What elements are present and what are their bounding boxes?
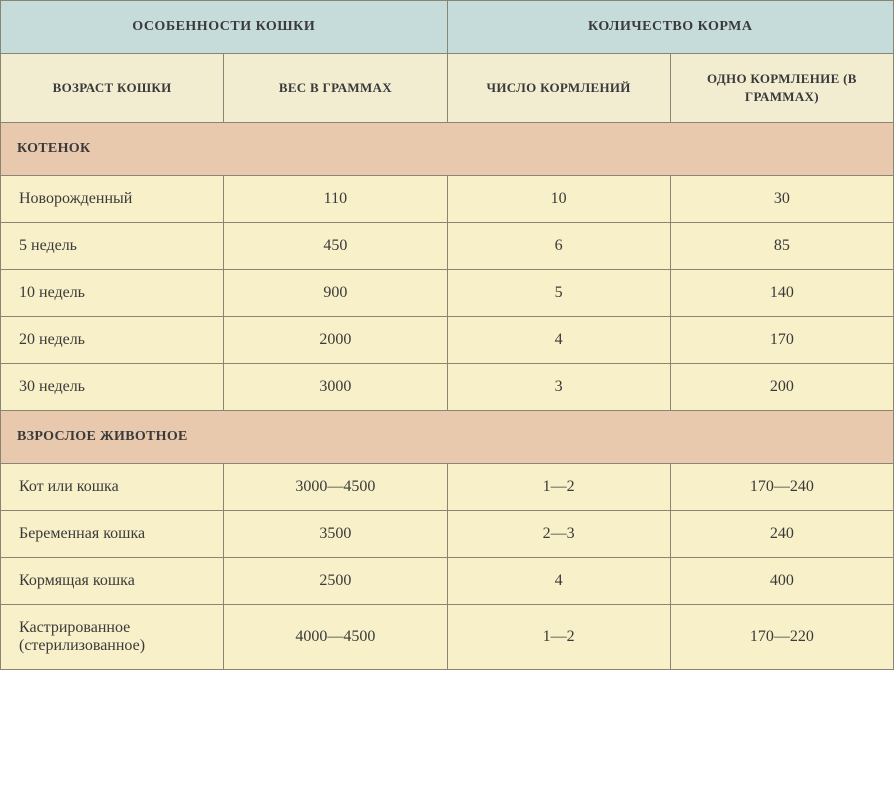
cell-age: Новорожденный — [1, 176, 224, 223]
section-header-row: КОТЕНОК — [1, 123, 894, 176]
cell-feedings: 1—2 — [447, 605, 670, 670]
cell-weight: 2000 — [224, 317, 447, 364]
cell-age: 30 недель — [1, 364, 224, 411]
cell-feedings: 3 — [447, 364, 670, 411]
header-cat-features: ОСОБЕННОСТИ КОШКИ — [1, 1, 448, 54]
cell-portion: 170—220 — [670, 605, 893, 670]
cell-weight: 900 — [224, 270, 447, 317]
cell-weight: 3000 — [224, 364, 447, 411]
header-weight: ВЕС В ГРАММАХ — [224, 54, 447, 123]
header-cat-age: ВОЗРАСТ КОШКИ — [1, 54, 224, 123]
cell-feedings: 5 — [447, 270, 670, 317]
cell-portion: 140 — [670, 270, 893, 317]
cell-age: Беременная кошка — [1, 511, 224, 558]
table-row: Беременная кошка 3500 2—3 240 — [1, 511, 894, 558]
table-row: Кастрированное (стерилизованное) 4000—45… — [1, 605, 894, 670]
cell-age: 20 недель — [1, 317, 224, 364]
header-food-amount: КОЛИЧЕСТВО КОРМА — [447, 1, 894, 54]
cell-weight: 3500 — [224, 511, 447, 558]
cell-weight: 450 — [224, 223, 447, 270]
cell-feedings: 6 — [447, 223, 670, 270]
section-header-row: ВЗРОСЛОЕ ЖИВОТНОЕ — [1, 411, 894, 464]
cell-portion: 240 — [670, 511, 893, 558]
table-row: Кот или кошка 3000—4500 1—2 170—240 — [1, 464, 894, 511]
cell-age: Кастрированное (стерилизованное) — [1, 605, 224, 670]
cell-feedings: 10 — [447, 176, 670, 223]
cell-age: 10 недель — [1, 270, 224, 317]
cell-weight: 110 — [224, 176, 447, 223]
table-row: 5 недель 450 6 85 — [1, 223, 894, 270]
cell-feedings: 4 — [447, 317, 670, 364]
cell-feedings: 2—3 — [447, 511, 670, 558]
table-row: 30 недель 3000 3 200 — [1, 364, 894, 411]
header-row-groups: ОСОБЕННОСТИ КОШКИ КОЛИЧЕСТВО КОРМА — [1, 1, 894, 54]
cell-age: 5 недель — [1, 223, 224, 270]
cell-portion: 400 — [670, 558, 893, 605]
cat-feeding-table: ОСОБЕННОСТИ КОШКИ КОЛИЧЕСТВО КОРМА ВОЗРА… — [0, 0, 894, 670]
header-row-columns: ВОЗРАСТ КОШКИ ВЕС В ГРАММАХ ЧИСЛО КОРМЛЕ… — [1, 54, 894, 123]
cell-weight: 2500 — [224, 558, 447, 605]
cell-portion: 170 — [670, 317, 893, 364]
cell-feedings: 1—2 — [447, 464, 670, 511]
section-title: КОТЕНОК — [1, 123, 894, 176]
cell-portion: 170—240 — [670, 464, 893, 511]
cell-age: Кормящая кошка — [1, 558, 224, 605]
table-row: Новорожденный 110 10 30 — [1, 176, 894, 223]
table-row: Кормящая кошка 2500 4 400 — [1, 558, 894, 605]
cell-age: Кот или кошка — [1, 464, 224, 511]
table-row: 10 недель 900 5 140 — [1, 270, 894, 317]
cell-portion: 85 — [670, 223, 893, 270]
header-portion: ОДНО КОРМЛЕНИЕ (В ГРАММАХ) — [670, 54, 893, 123]
cell-weight: 4000—4500 — [224, 605, 447, 670]
cell-portion: 30 — [670, 176, 893, 223]
cell-portion: 200 — [670, 364, 893, 411]
table-body: КОТЕНОК Новорожденный 110 10 30 5 недель… — [1, 123, 894, 670]
cell-feedings: 4 — [447, 558, 670, 605]
section-title: ВЗРОСЛОЕ ЖИВОТНОЕ — [1, 411, 894, 464]
header-feedings: ЧИСЛО КОРМЛЕНИЙ — [447, 54, 670, 123]
table-row: 20 недель 2000 4 170 — [1, 317, 894, 364]
cell-weight: 3000—4500 — [224, 464, 447, 511]
